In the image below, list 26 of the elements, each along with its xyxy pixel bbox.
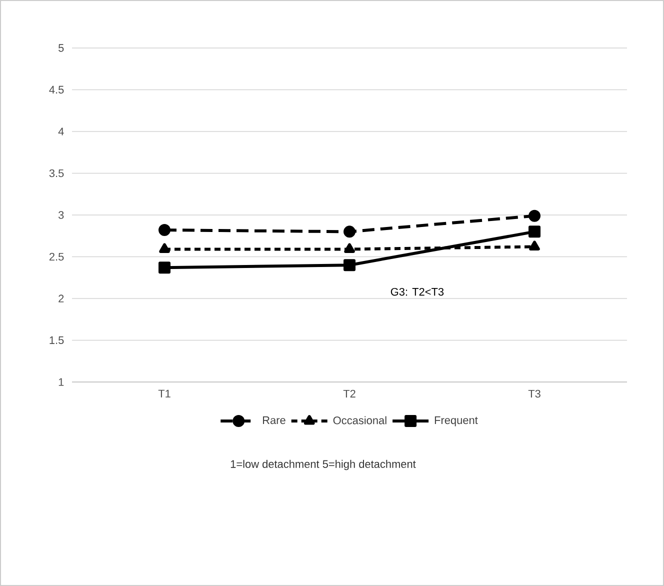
- y-tick-label: 1: [58, 378, 64, 386]
- legend-label: Frequent: [434, 416, 478, 426]
- point: [158, 262, 171, 274]
- text: 1=low detachment 5=high detachment: [230, 460, 416, 470]
- x-tick-label: T2: [343, 390, 356, 398]
- point: [528, 210, 541, 222]
- x-tick-label: T3: [528, 390, 540, 398]
- point: [344, 259, 356, 272]
- y-tick-label: 1.5: [50, 336, 64, 344]
- point: [344, 226, 356, 238]
- point: [159, 243, 170, 253]
- y-tick-label: 5: [58, 44, 64, 52]
- point: [528, 226, 541, 238]
- y-tick-label: 3.5: [49, 169, 64, 178]
- legend-label: Rare: [263, 416, 286, 424]
- point: [529, 240, 540, 250]
- y-tick-label: 2.5: [49, 252, 64, 261]
- legend-label: Occasional: [333, 416, 386, 424]
- y-tick-label: 2: [58, 294, 64, 302]
- x-tick-label: T1: [158, 390, 170, 398]
- y-tick-label: 4: [58, 128, 64, 136]
- y-tick-label: 3: [58, 211, 64, 219]
- point: [344, 243, 355, 253]
- annotation: G3: T2<T3: [390, 288, 444, 296]
- point: [158, 224, 171, 236]
- y-tick-label: 4.5: [49, 86, 64, 94]
